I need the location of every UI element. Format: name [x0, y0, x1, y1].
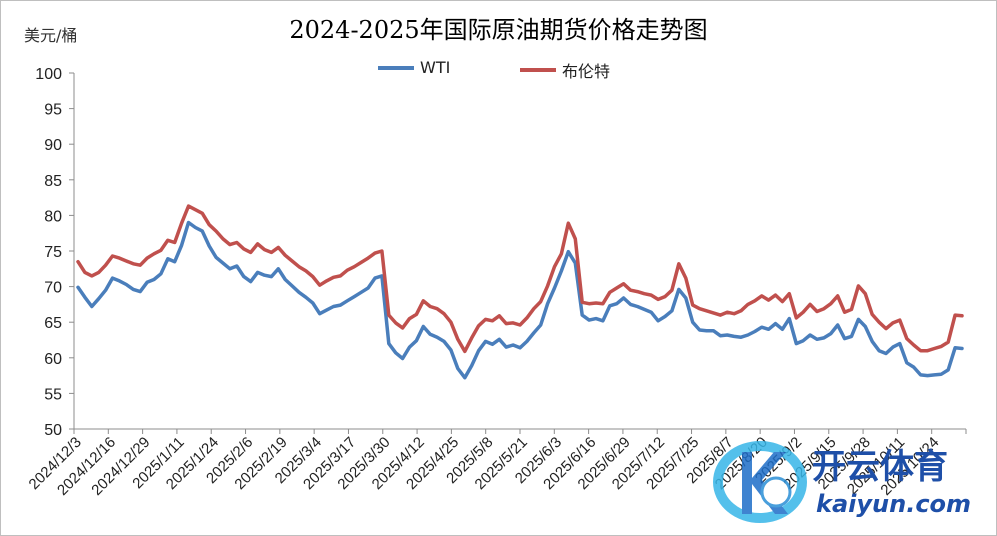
- y-tick-label: 100: [35, 66, 62, 83]
- y-tick-label: 75: [44, 244, 62, 261]
- y-tick-label: 70: [44, 280, 62, 297]
- y-tick-label: 85: [44, 173, 62, 190]
- logo-ring-icon: [713, 441, 807, 523]
- y-tick-label: 65: [44, 315, 62, 332]
- chart-title: 2024-2025年国际原油期货价格走势图: [289, 16, 708, 44]
- y-tick-label: 90: [44, 137, 62, 154]
- logo-k-icon: [742, 452, 788, 514]
- legend-item-brent: 布伦特: [520, 58, 610, 82]
- y-tick-label: 50: [44, 422, 62, 439]
- series-line-brent: [76, 204, 964, 354]
- y-tick-label: 80: [44, 208, 62, 225]
- series-line-wti: [76, 220, 964, 380]
- legend-item-wti: WTI: [378, 58, 450, 77]
- legend-label-brent: 布伦特: [562, 62, 611, 81]
- kaiyun-logo-watermark: 开云体育 kaiyun.com: [713, 441, 971, 523]
- y-tick-label: 55: [44, 386, 62, 403]
- y-tick-label: 60: [44, 351, 62, 368]
- y-tick-label: 95: [44, 102, 62, 119]
- logo-ball-icon: [760, 476, 792, 508]
- logo-title: 开云体育: [812, 447, 948, 487]
- legend-swatch-wti: [378, 65, 414, 70]
- legend-swatch-brent: [520, 68, 556, 72]
- legend-label-wti: WTI: [420, 58, 451, 77]
- y-axis-unit-label: 美元/桶: [24, 26, 78, 45]
- logo-subtitle: kaiyun.com: [816, 490, 971, 518]
